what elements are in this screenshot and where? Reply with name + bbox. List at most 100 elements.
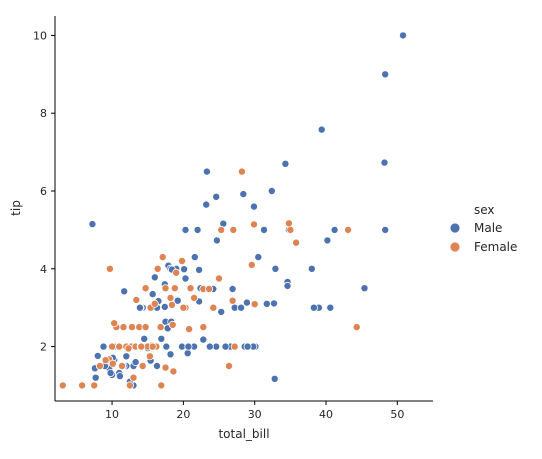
female-point	[132, 295, 141, 304]
female-point	[138, 361, 147, 370]
female-point	[141, 323, 150, 332]
male-point	[259, 225, 268, 234]
female-point	[344, 225, 353, 234]
female-point	[250, 300, 259, 309]
male-point	[221, 342, 230, 351]
male-point	[262, 299, 271, 308]
female-point	[185, 325, 194, 334]
male-point	[281, 159, 290, 168]
male-point	[242, 298, 251, 307]
legend-label-male: Male	[474, 221, 502, 235]
female-point	[170, 284, 179, 293]
female-point	[115, 342, 124, 351]
female-point	[177, 256, 186, 265]
male-point	[254, 253, 263, 262]
male-point	[360, 284, 369, 293]
male-point	[283, 281, 292, 290]
male-point	[212, 236, 221, 245]
male-point	[398, 31, 407, 40]
male-point	[166, 350, 175, 359]
female-point	[156, 323, 165, 332]
female-point	[224, 361, 233, 370]
y-tick-label: 4	[40, 263, 47, 276]
female-point	[247, 260, 256, 269]
male-point	[120, 287, 129, 296]
male-point	[91, 373, 100, 382]
male-point	[269, 299, 278, 308]
legend-marker-male	[449, 222, 461, 234]
male-point	[309, 303, 318, 312]
female-point	[145, 352, 154, 361]
male-point	[131, 358, 140, 367]
female-point	[209, 303, 218, 312]
male-point	[239, 190, 248, 199]
female-point	[205, 284, 214, 293]
male-point	[195, 265, 204, 274]
female-point	[124, 344, 133, 353]
male-point	[173, 296, 182, 305]
female-point	[153, 264, 162, 273]
female-point	[108, 359, 117, 368]
male-point	[380, 158, 389, 167]
male-point	[202, 200, 211, 209]
male-point	[162, 342, 171, 351]
y-tick-label: 6	[40, 185, 47, 198]
male-point	[190, 253, 199, 262]
female-point	[161, 284, 170, 293]
male-point	[135, 303, 144, 312]
male-point	[381, 225, 390, 234]
male-point	[249, 202, 258, 211]
male-point	[180, 265, 189, 274]
female-point	[166, 293, 175, 302]
female-point	[101, 356, 110, 365]
female-point	[230, 342, 239, 351]
female-point	[286, 225, 295, 234]
x-tick-label: 40	[319, 408, 333, 421]
legend: sex Male Female	[449, 203, 517, 254]
male-point	[157, 334, 166, 343]
female-point	[172, 268, 181, 277]
y-axis-label: tip	[9, 200, 23, 216]
male-point	[93, 351, 102, 360]
female-point	[90, 381, 99, 390]
female-point	[95, 361, 104, 370]
legend-title: sex	[474, 203, 495, 217]
female-point	[229, 225, 238, 234]
male-point	[106, 368, 115, 377]
y-tick-label: 2	[40, 341, 47, 354]
male-point	[122, 352, 131, 361]
female-point	[78, 381, 87, 390]
y-tick-label: 10	[33, 29, 47, 42]
male-point	[228, 284, 237, 293]
female-point	[199, 323, 208, 332]
male-point	[99, 342, 108, 351]
male-point	[237, 303, 246, 312]
male-point	[88, 220, 97, 229]
male-point	[243, 342, 252, 351]
male-point	[307, 264, 316, 273]
male-point	[193, 225, 202, 234]
female-point	[292, 238, 301, 247]
female-point	[168, 320, 177, 329]
male-point	[205, 342, 214, 351]
male-point	[181, 274, 190, 283]
female-point	[110, 319, 119, 328]
female-point	[169, 367, 178, 376]
x-tick-label: 10	[105, 408, 119, 421]
female-point	[284, 219, 293, 228]
male-point	[212, 192, 221, 201]
female-point	[58, 381, 67, 390]
female-point	[237, 167, 246, 176]
female-point	[158, 253, 167, 262]
female-point	[249, 220, 258, 229]
female-point	[118, 361, 127, 370]
series-female	[58, 167, 361, 390]
male-point	[267, 186, 276, 195]
female-point	[141, 284, 150, 293]
male-point	[183, 349, 192, 358]
data-points	[58, 31, 407, 390]
male-point	[381, 70, 390, 79]
female-point	[179, 303, 188, 312]
female-point	[186, 284, 195, 293]
male-point	[202, 167, 211, 176]
